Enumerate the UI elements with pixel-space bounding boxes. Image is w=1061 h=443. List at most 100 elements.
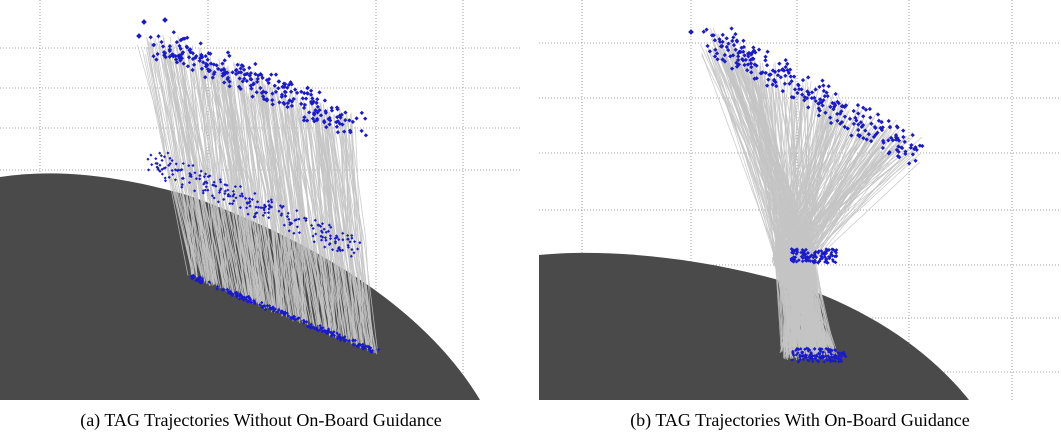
- trajectory-marker: [261, 213, 265, 217]
- trajectory-marker: [193, 171, 197, 175]
- trajectory-marker: [210, 75, 215, 80]
- trajectory-marker: [206, 175, 210, 179]
- trajectory-marker: [168, 162, 172, 166]
- trajectory-marker: [141, 19, 147, 25]
- trajectory-marker: [249, 77, 254, 82]
- trajectory-line: [258, 86, 280, 313]
- trajectory-marker: [295, 225, 299, 229]
- trajectory-marker: [893, 134, 899, 140]
- trajectory-marker: [261, 206, 265, 210]
- trajectory-line: [772, 117, 876, 358]
- trajectory-marker: [824, 257, 829, 262]
- trajectory-marker: [167, 163, 171, 167]
- trajectory-marker: [783, 57, 788, 63]
- trajectory-marker: [807, 359, 811, 363]
- trajectory-marker: [216, 66, 221, 71]
- trajectory-line: [810, 139, 899, 347]
- trajectory-line: [320, 112, 335, 334]
- trajectory-marker: [851, 121, 857, 127]
- trajectory-marker: [149, 153, 153, 157]
- trajectory-marker: [191, 273, 195, 278]
- trajectory-marker: [146, 157, 150, 161]
- trajectory-line: [137, 44, 195, 276]
- trajectory-marker: [751, 45, 756, 50]
- trajectory-marker: [866, 132, 872, 137]
- trajectory-marker: [181, 161, 185, 166]
- trajectory-marker: [205, 181, 209, 185]
- trajectory-marker: [219, 180, 223, 184]
- trajectory-marker: [276, 86, 281, 91]
- trajectory-line: [201, 66, 228, 287]
- trajectory-marker: [834, 254, 839, 258]
- trajectory-marker: [241, 67, 247, 72]
- trajectory-marker: [249, 86, 254, 91]
- trajectory-line: [200, 48, 231, 290]
- trajectory-marker: [231, 292, 235, 296]
- trajectory-marker: [736, 54, 741, 59]
- trajectory-marker: [166, 151, 170, 155]
- trajectory-marker: [342, 129, 347, 134]
- trajectory-marker: [269, 72, 274, 77]
- trajectory-line: [785, 83, 822, 359]
- trajectory-marker: [185, 45, 190, 50]
- trajectory-marker: [253, 301, 257, 306]
- trajectory-marker: [226, 75, 231, 80]
- trajectory-marker: [234, 291, 238, 296]
- trajectory-marker: [255, 79, 260, 85]
- trajectory-marker: [825, 261, 830, 265]
- trajectory-line: [776, 118, 849, 349]
- trajectory-marker: [233, 71, 239, 77]
- trajectory-marker: [210, 194, 214, 198]
- trajectory-marker: [322, 227, 326, 231]
- trajectory-marker: [886, 138, 891, 143]
- trajectory-line: [343, 132, 378, 351]
- trajectory-marker: [235, 62, 240, 67]
- trajectory-marker: [816, 113, 821, 118]
- trajectory-marker: [347, 128, 353, 133]
- trajectory-marker: [766, 77, 771, 82]
- trajectory-line: [258, 87, 296, 322]
- trajectory-marker: [173, 178, 177, 182]
- trajectory-marker: [227, 79, 232, 84]
- trajectory-marker: [245, 206, 249, 210]
- trajectory-marker: [799, 347, 803, 351]
- trajectory-marker: [796, 258, 801, 263]
- trajectory-marker: [171, 172, 175, 177]
- trajectory-marker: [328, 237, 333, 241]
- trajectory-marker: [854, 118, 859, 123]
- trajectory-marker: [359, 128, 364, 134]
- trajectory-marker: [801, 256, 805, 260]
- trajectory-marker: [289, 89, 294, 94]
- trajectory-line: [238, 75, 277, 310]
- trajectory-marker: [230, 202, 235, 206]
- trajectory-marker: [794, 348, 798, 352]
- trajectory-marker: [160, 172, 164, 176]
- trajectory-marker: [151, 42, 157, 47]
- trajectory-marker: [250, 197, 254, 202]
- trajectory-marker: [833, 91, 838, 97]
- trajectory-marker: [234, 196, 238, 200]
- trajectory-marker: [252, 299, 256, 303]
- trajectory-line: [156, 51, 203, 279]
- trajectory-marker: [871, 134, 877, 140]
- trajectory-marker: [147, 168, 151, 172]
- trajectory-marker: [226, 188, 230, 192]
- trajectory-marker: [162, 155, 167, 159]
- trajectory-line: [154, 38, 198, 277]
- trajectory-marker: [872, 124, 878, 130]
- trajectory-marker: [159, 39, 164, 45]
- trajectory-marker: [293, 87, 298, 92]
- caption-a: (a) TAG Trajectories Without On-Board Gu…: [80, 410, 442, 430]
- trajectory-marker: [226, 194, 230, 198]
- trajectory-marker: [359, 110, 364, 115]
- trajectory-marker: [238, 206, 242, 210]
- trajectory-line: [783, 144, 902, 357]
- trajectory-marker: [270, 200, 274, 204]
- trajectory-marker: [180, 51, 185, 57]
- trajectory-marker: [232, 199, 236, 203]
- asteroid-surface: [539, 252, 969, 400]
- trajectory-marker: [185, 35, 190, 40]
- trajectory-marker: [731, 42, 737, 48]
- trajectory-line: [315, 119, 345, 336]
- trajectory-marker: [363, 133, 369, 138]
